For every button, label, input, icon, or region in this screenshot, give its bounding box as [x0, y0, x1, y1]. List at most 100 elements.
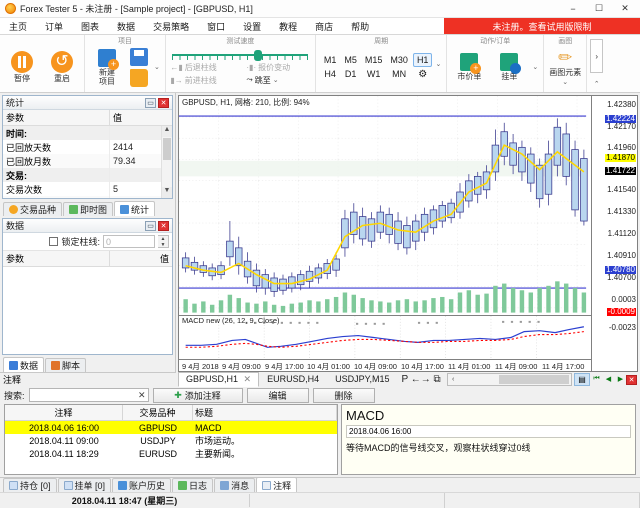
- lock-bar-checkbox[interactable]: [49, 237, 59, 246]
- jump-chevron-down-icon[interactable]: ⌄: [272, 77, 279, 84]
- table-row[interactable]: 赢利交易数 4: [3, 196, 172, 198]
- timeframe-m1[interactable]: M1: [323, 54, 337, 65]
- table-row[interactable]: 已回放天数 2414: [3, 140, 172, 154]
- menu-item-charts[interactable]: 图表: [81, 21, 100, 32]
- price-pane[interactable]: [179, 96, 637, 315]
- table-row[interactable]: 2018.04.11 18:29 EURUSD 主要新闻。: [5, 447, 337, 460]
- jump-to-button[interactable]: ⤳ 跳至 ⌄: [246, 75, 278, 86]
- pending-order-button[interactable]: 挂单: [492, 53, 526, 81]
- lock-bar-stepper[interactable]: ▲ ▼: [158, 235, 169, 248]
- scrollbar-thumb[interactable]: [163, 138, 171, 160]
- tab-journal[interactable]: 日志: [172, 478, 214, 492]
- add-note-button[interactable]: ✚ 添加注释: [152, 387, 243, 403]
- chart-pan-icons[interactable]: P ←→ ⧉: [401, 373, 441, 385]
- price-axis[interactable]: 1.42380 1.42224 1.42170 1.41960 1.41870 …: [591, 96, 637, 371]
- statistics-close-icon[interactable]: ✕: [158, 97, 169, 108]
- tab-account-history[interactable]: 账户历史: [112, 478, 172, 492]
- folder-icon[interactable]: [130, 68, 148, 87]
- lock-bar-input[interactable]: 0: [103, 235, 155, 248]
- timeframe-mn[interactable]: MN: [392, 69, 407, 79]
- nav-next-button[interactable]: ▶: [617, 376, 624, 384]
- menu-item-help[interactable]: 帮助: [351, 21, 370, 32]
- tab-pending-orders[interactable]: 挂单 [0]: [57, 478, 112, 492]
- project-chevron-down-icon[interactable]: ⌄: [154, 64, 160, 71]
- reset-button[interactable]: 重启: [45, 51, 79, 83]
- tab-messages[interactable]: 消息: [214, 478, 256, 492]
- table-row[interactable]: 交易:: [3, 168, 172, 182]
- step-back-button[interactable]: ←▮ 后退柱线: [170, 62, 242, 73]
- auto-scroll-icon[interactable]: ▤: [574, 372, 590, 386]
- chart-tab-usdjpy-m15[interactable]: USDJPY,M15: [335, 374, 390, 385]
- statistics-minimize-icon[interactable]: ▭: [145, 97, 156, 108]
- statistics-scrollbar[interactable]: ▲ ▼: [161, 126, 172, 198]
- clear-icon[interactable]: ✕: [137, 389, 146, 400]
- search-input[interactable]: ✕: [28, 388, 149, 402]
- registration-banner[interactable]: 未注册。查看试用版限制: [444, 18, 640, 34]
- table-row[interactable]: 已回放月数 79.34: [3, 154, 172, 168]
- table-row[interactable]: 时间:: [3, 126, 172, 140]
- gear-icon[interactable]: ⚙: [418, 68, 428, 80]
- tab-symbols[interactable]: 交易品种: [3, 202, 63, 216]
- delete-note-button[interactable]: 删除: [312, 387, 375, 403]
- menu-item-orders[interactable]: 订单: [45, 21, 64, 32]
- new-project-button[interactable]: 新建 项目: [90, 48, 124, 86]
- menu-item-settings[interactable]: 设置: [243, 21, 262, 32]
- edit-note-button[interactable]: 编辑: [246, 387, 309, 403]
- minimize-button[interactable]: −: [570, 3, 576, 14]
- tab-script[interactable]: 脚本: [45, 358, 87, 372]
- menu-item-window[interactable]: 窗口: [207, 21, 226, 32]
- table-row[interactable]: 2018.04.11 09:00 USDJPY 市场运动。: [5, 434, 337, 447]
- pencil-icon[interactable]: [555, 49, 575, 67]
- scroll-down-icon[interactable]: ▼: [162, 187, 172, 198]
- indicator-pane[interactable]: MACD new (26, 12, 9, Close): [179, 314, 637, 359]
- ribbon-collapse-icon[interactable]: ⌃: [593, 81, 600, 88]
- notes-table[interactable]: 注释 交易品种 标题 2018.04.06 16:00 GBPUSD MACD …: [4, 404, 338, 475]
- timeframe-d1[interactable]: D1: [344, 69, 357, 79]
- timeframe-h4[interactable]: H4: [324, 69, 336, 79]
- table-row[interactable]: 2018.04.06 16:00 GBPUSD MACD: [5, 421, 337, 434]
- note-detail-pane[interactable]: MACD 2018.04.06 16:00 等待MACD的信号线交叉，观察柱状线…: [341, 404, 636, 475]
- test-speed-slider[interactable]: [172, 49, 309, 61]
- tab-data[interactable]: 数据: [3, 357, 45, 372]
- close-button[interactable]: ✕: [621, 3, 629, 13]
- ribbon-expand-button[interactable]: ›: [590, 39, 604, 73]
- slider-knob[interactable]: [253, 49, 262, 61]
- menu-item-home[interactable]: 主页: [9, 21, 28, 32]
- tab-statistics[interactable]: 统计: [114, 201, 156, 216]
- menu-item-strategy[interactable]: 交易策略: [153, 21, 190, 32]
- table-row[interactable]: 交易次数 5: [3, 182, 172, 196]
- tab-live-chart[interactable]: 即时图: [63, 202, 114, 216]
- timeframe-m5[interactable]: M5: [344, 54, 357, 65]
- data-minimize-icon[interactable]: ▭: [145, 220, 156, 231]
- close-icon[interactable]: ✕: [243, 373, 252, 384]
- scroll-up-icon[interactable]: ▲: [162, 126, 172, 137]
- orders-chevron-down-icon[interactable]: ⌄: [532, 64, 539, 71]
- market-order-button[interactable]: 市价单: [452, 53, 486, 81]
- scroll-left-icon[interactable]: ‹: [451, 375, 455, 383]
- menu-item-store[interactable]: 商店: [315, 21, 334, 32]
- chart-window[interactable]: GBPUSD, H1, 网格: 210, 比例: 94%: [178, 95, 638, 372]
- timeframe-chevron-down-icon[interactable]: ⌄: [435, 60, 442, 68]
- tab-positions[interactable]: 持仓 [0]: [3, 478, 57, 492]
- save-icon[interactable]: [130, 47, 148, 66]
- notes-close-icon[interactable]: ✕: [626, 374, 637, 385]
- chart-horizontal-scrollbar[interactable]: ‹ ›: [446, 372, 572, 386]
- pause-button[interactable]: 暂停: [5, 51, 39, 83]
- nav-prev-button[interactable]: ◀: [605, 376, 612, 384]
- menu-item-tutorial[interactable]: 教程: [279, 21, 298, 32]
- tick-change-button[interactable]: ·▮· 报价变动: [246, 62, 290, 73]
- step-forward-button[interactable]: ▮→ 前进柱线: [170, 75, 242, 86]
- timeframe-m15[interactable]: M15: [364, 54, 383, 65]
- menu-item-data[interactable]: 数据: [117, 21, 136, 32]
- nav-first-button[interactable]: ⏮: [593, 375, 600, 383]
- timeframe-w1[interactable]: W1: [366, 69, 381, 79]
- drawing-chevron-down-icon[interactable]: ⌄: [562, 78, 569, 86]
- timeframe-h1[interactable]: H1: [412, 52, 433, 67]
- scrollbar-thumb[interactable]: [499, 374, 570, 384]
- tab-notes[interactable]: 注释: [256, 477, 298, 492]
- data-grid-body[interactable]: [3, 267, 172, 354]
- chart-tab-eurusd-h4[interactable]: EURUSD,H4: [267, 374, 320, 385]
- timeframe-m30[interactable]: M30: [390, 54, 408, 65]
- data-close-icon[interactable]: ✕: [158, 220, 169, 231]
- maximize-button[interactable]: ☐: [594, 3, 604, 13]
